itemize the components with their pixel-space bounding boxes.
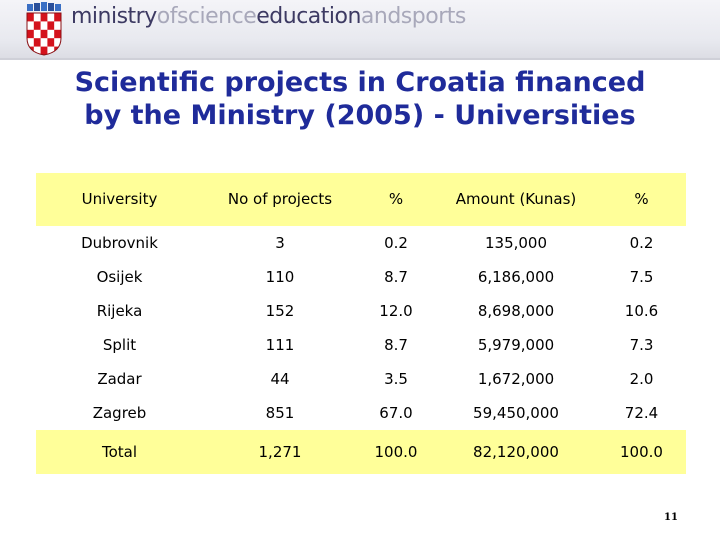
cell-projects-percent: 8.7 <box>357 260 435 294</box>
crest-square <box>47 29 55 39</box>
projects-table: University No of projects % Amount (Kuna… <box>36 173 686 474</box>
crest-crown <box>27 2 61 11</box>
cell-university: Split <box>36 328 203 362</box>
header-university: University <box>36 173 203 226</box>
crest-square <box>27 29 34 39</box>
cell-amount: 135,000 <box>435 225 597 260</box>
cell-university: Zagreb <box>36 396 203 430</box>
header-amount-percent: % <box>597 173 686 226</box>
cell-projects: 111 <box>203 328 357 362</box>
crest-square <box>47 21 55 30</box>
page-number: 11 <box>664 512 678 523</box>
cell-projects: 851 <box>203 396 357 430</box>
header-amount: Amount (Kunas) <box>435 173 597 226</box>
croatian-coat-of-arms-icon <box>26 2 62 56</box>
cell-projects: 44 <box>203 362 357 396</box>
crest-square <box>33 46 41 55</box>
table-row: Zagreb 851 67.0 59,450,000 72.4 <box>36 396 686 430</box>
cell-projects-percent: 67.0 <box>357 396 435 430</box>
crest-square <box>40 29 48 39</box>
crest-square <box>54 29 61 39</box>
crest-square <box>27 38 34 47</box>
total-label: Total <box>36 430 203 474</box>
cell-amount: 6,186,000 <box>435 260 597 294</box>
crest-square <box>40 46 48 55</box>
cell-university: Dubrovnik <box>36 225 203 260</box>
page-title: Scientific projects in Croatia financed … <box>0 66 720 132</box>
header-projects-percent: % <box>357 173 435 226</box>
cell-university: Rijeka <box>36 294 203 328</box>
crest-square <box>54 38 61 47</box>
title-line-2: by the Ministry (2005) - Universities <box>84 100 636 131</box>
crest-square <box>33 29 41 39</box>
crest-square <box>47 13 55 22</box>
cell-amount-percent: 7.3 <box>597 328 686 362</box>
crest-square <box>27 21 34 30</box>
cell-amount: 8,698,000 <box>435 294 597 328</box>
table-header-row: University No of projects % Amount (Kuna… <box>36 173 686 226</box>
table-row: Osijek 110 8.7 6,186,000 7.5 <box>36 260 686 294</box>
table-total-row: Total 1,271 100.0 82,120,000 100.0 <box>36 430 686 474</box>
total-amount: 82,120,000 <box>435 430 597 474</box>
table-row: Split 111 8.7 5,979,000 7.3 <box>36 328 686 362</box>
cell-amount-percent: 0.2 <box>597 225 686 260</box>
title-line-1: Scientific projects in Croatia financed <box>74 67 646 98</box>
header-projects: No of projects <box>203 173 357 226</box>
total-amount-percent: 100.0 <box>597 430 686 474</box>
crest-square <box>33 21 41 30</box>
cell-amount-percent: 72.4 <box>597 396 686 430</box>
cell-projects-percent: 12.0 <box>357 294 435 328</box>
header-banner: ministryofscienceeducationandsports <box>0 0 720 58</box>
crest-square <box>33 13 41 22</box>
crest-square <box>40 13 48 22</box>
ministry-logo-text: ministryofscienceeducationandsports <box>71 4 466 29</box>
cell-university: Osijek <box>36 260 203 294</box>
cell-amount-percent: 7.5 <box>597 260 686 294</box>
cell-amount-percent: 10.6 <box>597 294 686 328</box>
cell-projects-percent: 0.2 <box>357 225 435 260</box>
crest-square <box>47 46 55 55</box>
total-projects-percent: 100.0 <box>357 430 435 474</box>
crest-square <box>33 38 41 47</box>
crest-square <box>40 21 48 30</box>
crest-square <box>47 38 55 47</box>
crest-square <box>54 13 61 22</box>
cell-amount-percent: 2.0 <box>597 362 686 396</box>
crest-square <box>54 21 61 30</box>
cell-projects: 110 <box>203 260 357 294</box>
cell-amount: 59,450,000 <box>435 396 597 430</box>
header-divider <box>0 58 720 60</box>
cell-projects-percent: 3.5 <box>357 362 435 396</box>
cell-amount: 5,979,000 <box>435 328 597 362</box>
cell-amount: 1,672,000 <box>435 362 597 396</box>
total-projects: 1,271 <box>203 430 357 474</box>
table-row: Zadar 44 3.5 1,672,000 2.0 <box>36 362 686 396</box>
cell-university: Zadar <box>36 362 203 396</box>
table-row: Dubrovnik 3 0.2 135,000 0.2 <box>36 225 686 260</box>
crest-square <box>40 38 48 47</box>
table-row: Rijeka 152 12.0 8,698,000 10.6 <box>36 294 686 328</box>
cell-projects-percent: 8.7 <box>357 328 435 362</box>
cell-projects: 152 <box>203 294 357 328</box>
crest-shield <box>27 13 61 55</box>
cell-projects: 3 <box>203 225 357 260</box>
crest-square <box>27 13 34 22</box>
